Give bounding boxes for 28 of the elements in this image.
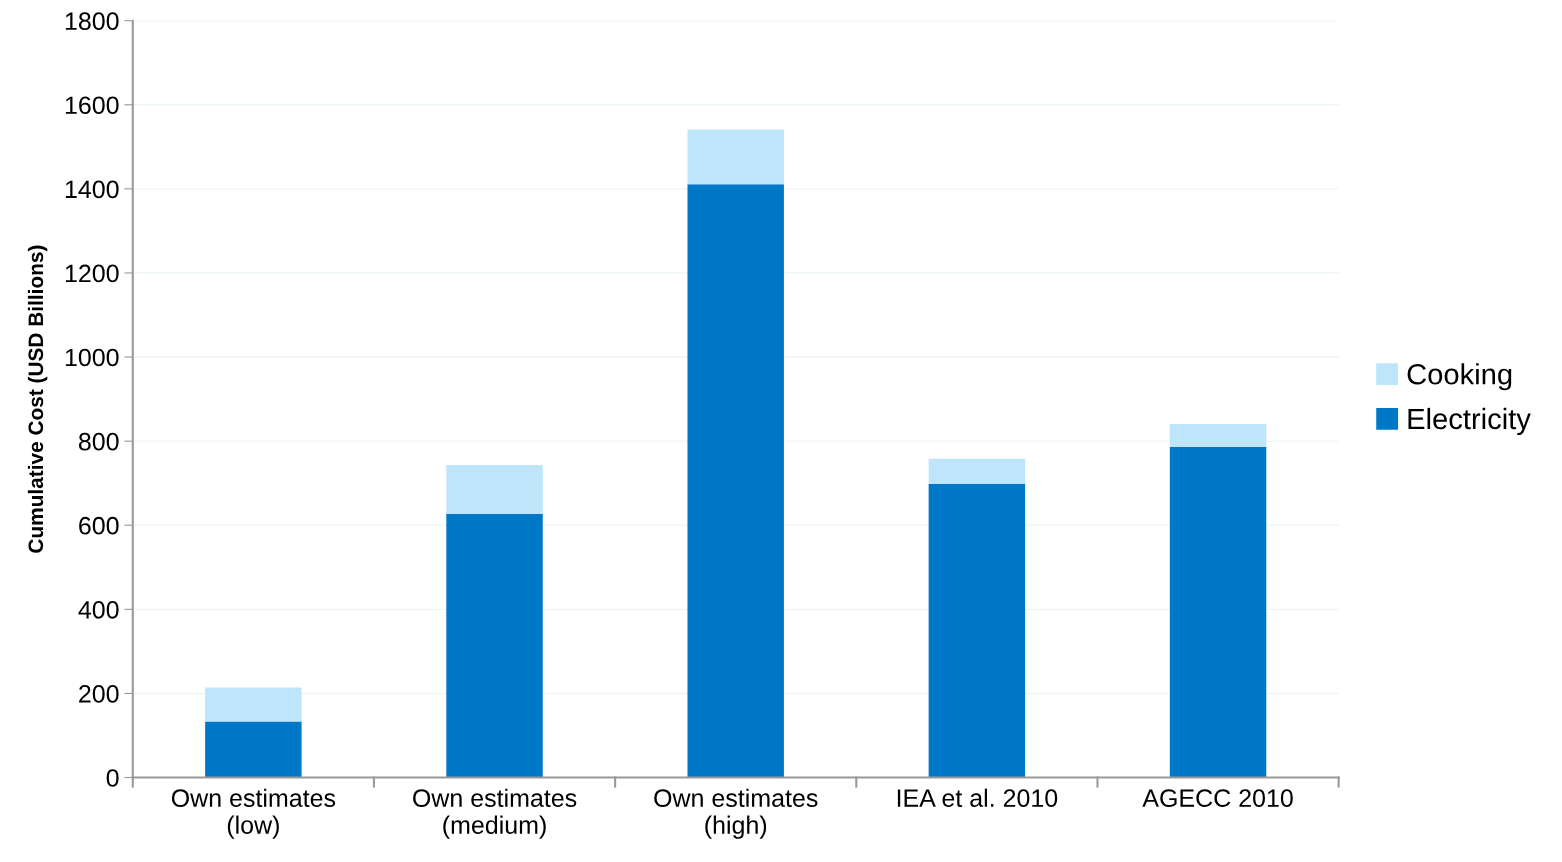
x-tick-label: Own estimates (low) bbox=[171, 788, 336, 839]
y-tick-label: 400 bbox=[78, 600, 119, 619]
legend-label: Cooking bbox=[1407, 363, 1512, 391]
y-tick-label: 800 bbox=[78, 432, 119, 451]
bar bbox=[446, 465, 543, 514]
bar bbox=[205, 721, 302, 778]
x-tick-label: IEA et al. 2010 bbox=[897, 788, 1058, 807]
x-tick-label: Own estimates (medium) bbox=[413, 788, 577, 839]
y-tick-label: 1000 bbox=[65, 348, 119, 367]
bar bbox=[687, 184, 784, 778]
y-axis-title: Cumulative Cost (USD Billions) bbox=[27, 245, 48, 553]
bar bbox=[928, 484, 1026, 778]
bar bbox=[205, 687, 302, 722]
y-tick-label: 200 bbox=[79, 685, 119, 703]
bar bbox=[687, 129, 784, 185]
x-tick-label: AGECC 2010 bbox=[1142, 789, 1293, 807]
y-tick-label: 0 bbox=[106, 769, 119, 787]
bar bbox=[1169, 447, 1267, 778]
y-tick-label: 1800 bbox=[65, 12, 119, 30]
bar bbox=[446, 513, 543, 778]
y-tick-label: 600 bbox=[79, 516, 119, 535]
x-tick-label: Own estimates (high) bbox=[654, 788, 818, 839]
y-tick-label: 1400 bbox=[65, 180, 119, 199]
bar bbox=[928, 458, 1026, 485]
bar bbox=[1169, 423, 1267, 448]
y-tick-label: 1200 bbox=[65, 264, 119, 283]
y-tick-label: 1600 bbox=[65, 96, 119, 115]
legend-label: Electricity bbox=[1408, 407, 1531, 436]
